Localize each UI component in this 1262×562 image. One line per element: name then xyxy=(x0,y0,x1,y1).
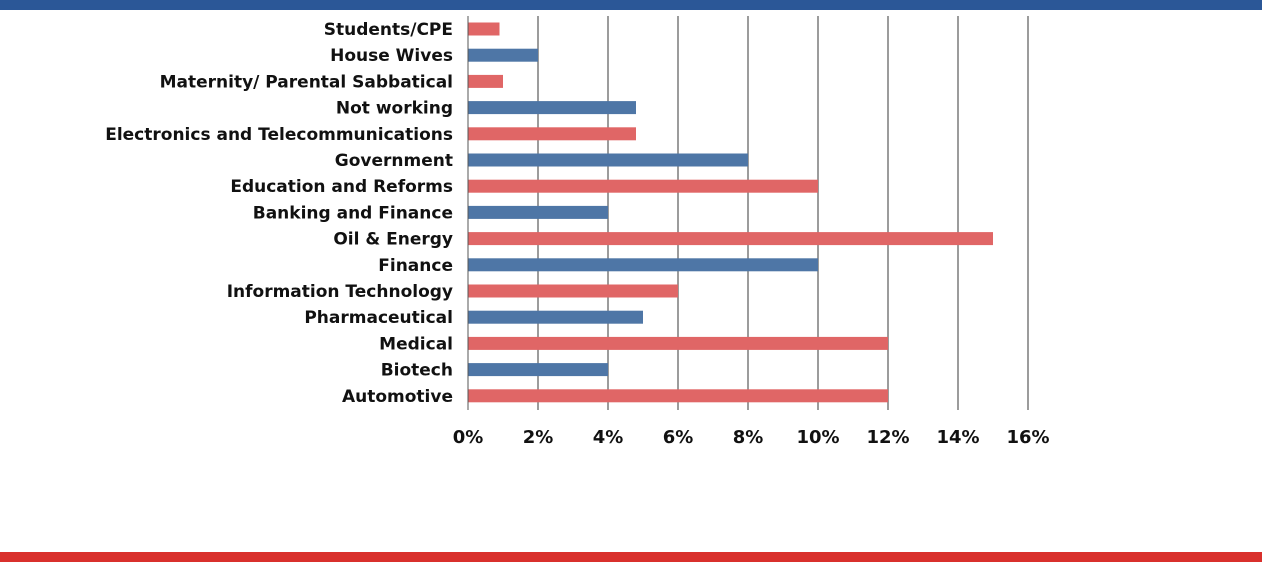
category-label: Medical xyxy=(379,334,453,354)
x-tick-label: 10% xyxy=(796,427,839,448)
x-tick-label: 4% xyxy=(593,427,624,448)
category-label: Oil & Energy xyxy=(333,230,453,250)
category-label: Automotive xyxy=(342,387,453,407)
bar xyxy=(468,232,993,246)
x-tick-label: 8% xyxy=(733,427,764,448)
bottom-accent-band xyxy=(0,552,1262,562)
category-label: Education and Reforms xyxy=(230,177,453,197)
category-label: Pharmaceutical xyxy=(304,308,453,328)
category-label: Information Technology xyxy=(227,282,453,302)
bar xyxy=(468,336,888,350)
category-label: Not working xyxy=(336,99,453,119)
x-tick-label: 12% xyxy=(866,427,909,448)
bar xyxy=(468,363,608,377)
category-label: Government xyxy=(335,151,453,171)
bar xyxy=(468,48,538,62)
bar xyxy=(468,389,888,403)
category-label: Finance xyxy=(378,256,453,276)
bar xyxy=(468,258,818,272)
bar xyxy=(468,127,636,141)
category-label: House Wives xyxy=(330,46,453,66)
bar xyxy=(468,101,636,115)
bar xyxy=(468,22,500,36)
x-tick-label: 2% xyxy=(523,427,554,448)
x-tick-label: 14% xyxy=(936,427,979,448)
bar xyxy=(468,74,503,88)
x-tick-label: 6% xyxy=(663,427,694,448)
x-tick-label: 16% xyxy=(1006,427,1049,448)
bar xyxy=(468,284,678,298)
category-label: Biotech xyxy=(381,361,453,381)
bar xyxy=(468,205,608,219)
category-label: Electronics and Telecommunications xyxy=(105,125,453,145)
bar xyxy=(468,153,748,167)
x-tick-label: 0% xyxy=(453,427,484,448)
category-label: Students/CPE xyxy=(324,20,453,40)
category-label: Maternity/ Parental Sabbatical xyxy=(160,72,453,92)
category-label: Banking and Finance xyxy=(253,203,453,223)
top-accent-band xyxy=(0,0,1262,10)
bar xyxy=(468,179,818,193)
bar xyxy=(468,310,643,324)
